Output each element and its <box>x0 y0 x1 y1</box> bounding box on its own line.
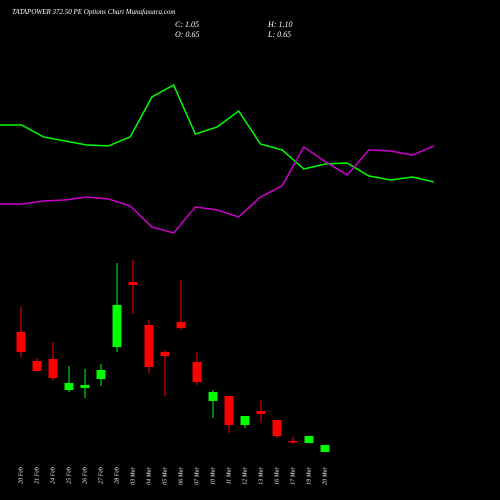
candle-body <box>320 445 330 452</box>
candle-body <box>80 385 90 388</box>
candle-body <box>96 370 106 379</box>
x-tick-label: 12 Mar <box>242 466 248 484</box>
x-tick-label: 20 Feb <box>18 467 24 484</box>
x-tick-label: 17 Mar <box>290 466 296 484</box>
x-tick-label: 20 Mar <box>322 466 328 484</box>
x-tick-label: 28 Feb <box>114 467 120 484</box>
candle-body <box>288 441 298 443</box>
stat: L: 0.65 <box>267 30 291 39</box>
candle-body <box>192 362 202 382</box>
x-tick-label: 05 Mar <box>162 466 168 484</box>
candle-body <box>272 420 282 436</box>
line-series <box>0 83 435 183</box>
candle-body <box>112 305 122 347</box>
candle-body <box>304 436 314 443</box>
candle-body <box>240 416 250 425</box>
candle-body <box>224 396 234 425</box>
x-tick-label: 03 Mar <box>130 466 136 484</box>
candle-body <box>256 411 266 414</box>
x-tick-label: 19 Mar <box>306 466 312 484</box>
stat: C: 1.05 <box>175 20 199 29</box>
stat: H: 1.10 <box>267 20 292 29</box>
candle-body <box>176 322 186 328</box>
x-tick-label: 21 Feb <box>34 467 40 484</box>
candle-body <box>64 383 74 390</box>
candle-body <box>32 361 42 371</box>
candle-body <box>16 332 26 352</box>
x-tick-label: 10 Mar <box>210 466 216 484</box>
line-series <box>0 145 435 234</box>
x-tick-label: 26 Feb <box>82 467 88 484</box>
x-tick-label: 06 Mar <box>178 466 184 484</box>
x-tick-label: 11 Mar <box>226 466 232 484</box>
x-tick-label: 24 Feb <box>49 467 56 484</box>
chart-title: TATAPOWER 372.50 PE Options Chart Munafa… <box>12 8 175 16</box>
x-tick-label: 07 Mar <box>194 466 200 484</box>
x-tick-label: 27 Feb <box>98 467 104 484</box>
x-tick-label: 16 Mar <box>274 466 280 484</box>
candle-body <box>48 359 58 378</box>
candle-body <box>128 282 138 285</box>
x-tick-label: 25 Feb <box>66 467 72 484</box>
candle-body <box>144 325 154 367</box>
candle-body <box>160 352 170 356</box>
stat: O: 0.65 <box>175 30 199 39</box>
candle-body <box>208 392 218 401</box>
x-tick-label: 13 Mar <box>258 466 264 484</box>
x-tick-label: 04 Mar <box>145 466 152 484</box>
